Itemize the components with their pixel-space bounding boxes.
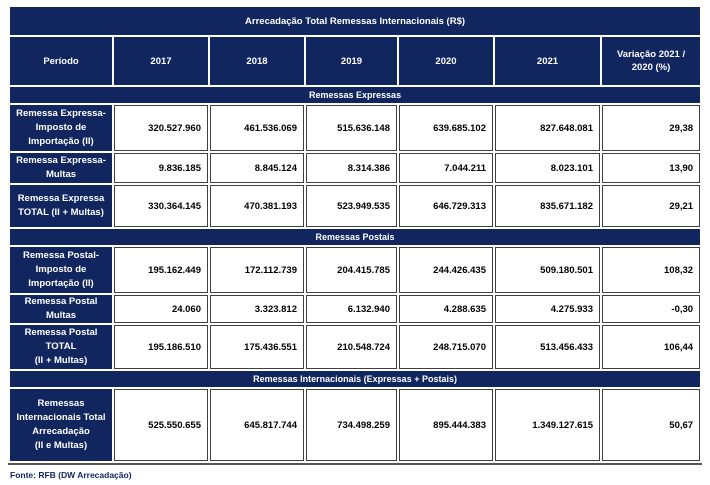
value-cell: 195.162.449 xyxy=(114,247,208,293)
column-header-variacao: Variação 2021 / 2020 (%) xyxy=(602,37,701,85)
variation-cell: 106,44 xyxy=(602,325,701,369)
row-label: Remessa Expressa- Imposto de Importação … xyxy=(10,105,112,151)
table-row-expressa-ii: Remessa Expressa- Imposto de Importação … xyxy=(10,105,701,151)
value-cell: 8.023.101 xyxy=(495,153,600,183)
value-cell: 470.381.193 xyxy=(210,185,304,227)
value-cell: 1.349.127.615 xyxy=(495,389,600,461)
value-cell: 195.186.510 xyxy=(114,325,208,369)
column-header-row: Período 2017 2018 2019 2020 2021 Variaçã… xyxy=(10,37,701,85)
value-cell: 461.536.069 xyxy=(210,105,304,151)
value-cell: 646.729.313 xyxy=(399,185,493,227)
section-title-expressas: Remessas Expressas xyxy=(10,87,701,103)
row-label-line: Importação (II) xyxy=(28,278,94,289)
value-cell: 244.426.435 xyxy=(399,247,493,293)
value-cell: 6.132.940 xyxy=(306,295,397,323)
source-note: Fonte: RFB (DW Arrecadação) xyxy=(10,470,132,480)
table-title: Arrecadação Total Remessas Internacionai… xyxy=(10,7,701,35)
value-cell: 8.314.386 xyxy=(306,153,397,183)
value-cell: 175.436.551 xyxy=(210,325,304,369)
variation-cell: 50,67 xyxy=(602,389,701,461)
row-label: Remessa Expressa- Multas xyxy=(10,153,112,183)
section-title-internacionais: Remessas Internacionais (Expressas + Pos… xyxy=(10,371,701,387)
value-cell: 8.845.124 xyxy=(210,153,304,183)
variation-cell: 108,32 xyxy=(602,247,701,293)
page: Arrecadação Total Remessas Internacionai… xyxy=(8,5,702,463)
row-label-line: Remessa Expressa- xyxy=(16,108,106,119)
row-label-line: Remessa Postal xyxy=(24,296,98,307)
table-row-postal-total: Remessa Postal TOTAL (II + Multas) 195.1… xyxy=(10,325,701,369)
section-header-row-internacionais: Remessas Internacionais (Expressas + Pos… xyxy=(10,371,701,387)
value-cell: 9.836.185 xyxy=(114,153,208,183)
row-label: Remessa Postal TOTAL (II + Multas) xyxy=(10,325,112,369)
row-label-line: Remessa Postal- xyxy=(22,250,100,261)
row-label: Remessa Expressa TOTAL (II + Multas) xyxy=(10,185,112,227)
row-label-line: Multas xyxy=(45,169,77,180)
column-header-2019: 2019 xyxy=(306,37,397,85)
row-label-line: Arrecadação xyxy=(32,426,90,437)
value-cell: 320.527.960 xyxy=(114,105,208,151)
value-cell: 895.444.383 xyxy=(399,389,493,461)
variation-cell: 29,38 xyxy=(602,105,701,151)
row-label-line: Multas xyxy=(45,310,77,321)
column-header-2017: 2017 xyxy=(114,37,208,85)
table-row-postal-ii: Remessa Postal- Imposto de Importação (I… xyxy=(10,247,701,293)
value-cell: 172.112.739 xyxy=(210,247,304,293)
row-label: Remessa Postal Multas xyxy=(10,295,112,323)
variation-cell: -0,30 xyxy=(602,295,701,323)
row-label-line: Remessa Expressa xyxy=(17,193,105,204)
value-cell: 509.180.501 xyxy=(495,247,600,293)
table-row-internacionais-total: Remessas Internacionais Total Arrecadaçã… xyxy=(10,389,701,461)
value-cell: 204.415.785 xyxy=(306,247,397,293)
value-cell: 515.636.148 xyxy=(306,105,397,151)
value-cell: 645.817.744 xyxy=(210,389,304,461)
value-cell: 210.548.724 xyxy=(306,325,397,369)
row-label-line: Internacionais Total xyxy=(16,412,106,423)
table-bottom-border xyxy=(8,463,702,465)
variation-cell: 29,21 xyxy=(602,185,701,227)
value-cell: 4.288.635 xyxy=(399,295,493,323)
value-cell: 827.648.081 xyxy=(495,105,600,151)
column-header-2020: 2020 xyxy=(399,37,493,85)
arrecadacao-remessas-table: Arrecadação Total Remessas Internacionai… xyxy=(8,5,702,463)
row-label: Remessa Postal- Imposto de Importação (I… xyxy=(10,247,112,293)
column-header-2021: 2021 xyxy=(495,37,600,85)
value-cell: 523.949.535 xyxy=(306,185,397,227)
value-cell: 513.456.433 xyxy=(495,325,600,369)
variation-cell: 13,90 xyxy=(602,153,701,183)
row-label-line: (II + Multas) xyxy=(34,355,88,366)
value-cell: 7.044.211 xyxy=(399,153,493,183)
value-cell: 639.685.102 xyxy=(399,105,493,151)
value-cell: 330.364.145 xyxy=(114,185,208,227)
table-row-expressa-total: Remessa Expressa TOTAL (II + Multas) 330… xyxy=(10,185,701,227)
value-cell: 835.671.182 xyxy=(495,185,600,227)
table-row-postal-multas: Remessa Postal Multas 24.060 3.323.812 6… xyxy=(10,295,701,323)
column-header-2018: 2018 xyxy=(210,37,304,85)
column-header-periodo: Período xyxy=(10,37,112,85)
value-cell: 4.275.933 xyxy=(495,295,600,323)
value-cell: 248.715.070 xyxy=(399,325,493,369)
row-label-line: TOTAL xyxy=(45,341,77,352)
row-label-line: Imposto de xyxy=(35,264,87,275)
row-label: Remessas Internacionais Total Arrecadaçã… xyxy=(10,389,112,461)
row-label-line: Imposto de xyxy=(35,122,87,133)
section-header-row-postais: Remessas Postais xyxy=(10,229,701,245)
row-label-line: TOTAL (II + Multas) xyxy=(18,207,104,218)
row-label-line: (II e Multas) xyxy=(34,440,88,451)
table-row-expressa-multas: Remessa Expressa- Multas 9.836.185 8.845… xyxy=(10,153,701,183)
table-title-row: Arrecadação Total Remessas Internacionai… xyxy=(10,7,701,35)
value-cell: 525.550.655 xyxy=(114,389,208,461)
value-cell: 734.498.259 xyxy=(306,389,397,461)
section-title-postais: Remessas Postais xyxy=(10,229,701,245)
row-label-line: Remessas xyxy=(37,398,85,409)
row-label-line: Remessa Postal xyxy=(24,327,98,338)
value-cell: 3.323.812 xyxy=(210,295,304,323)
value-cell: 24.060 xyxy=(114,295,208,323)
row-label-line: Importação (II) xyxy=(28,136,94,147)
row-label-line: Remessa Expressa- xyxy=(16,155,106,166)
section-header-row-expressas: Remessas Expressas xyxy=(10,87,701,103)
